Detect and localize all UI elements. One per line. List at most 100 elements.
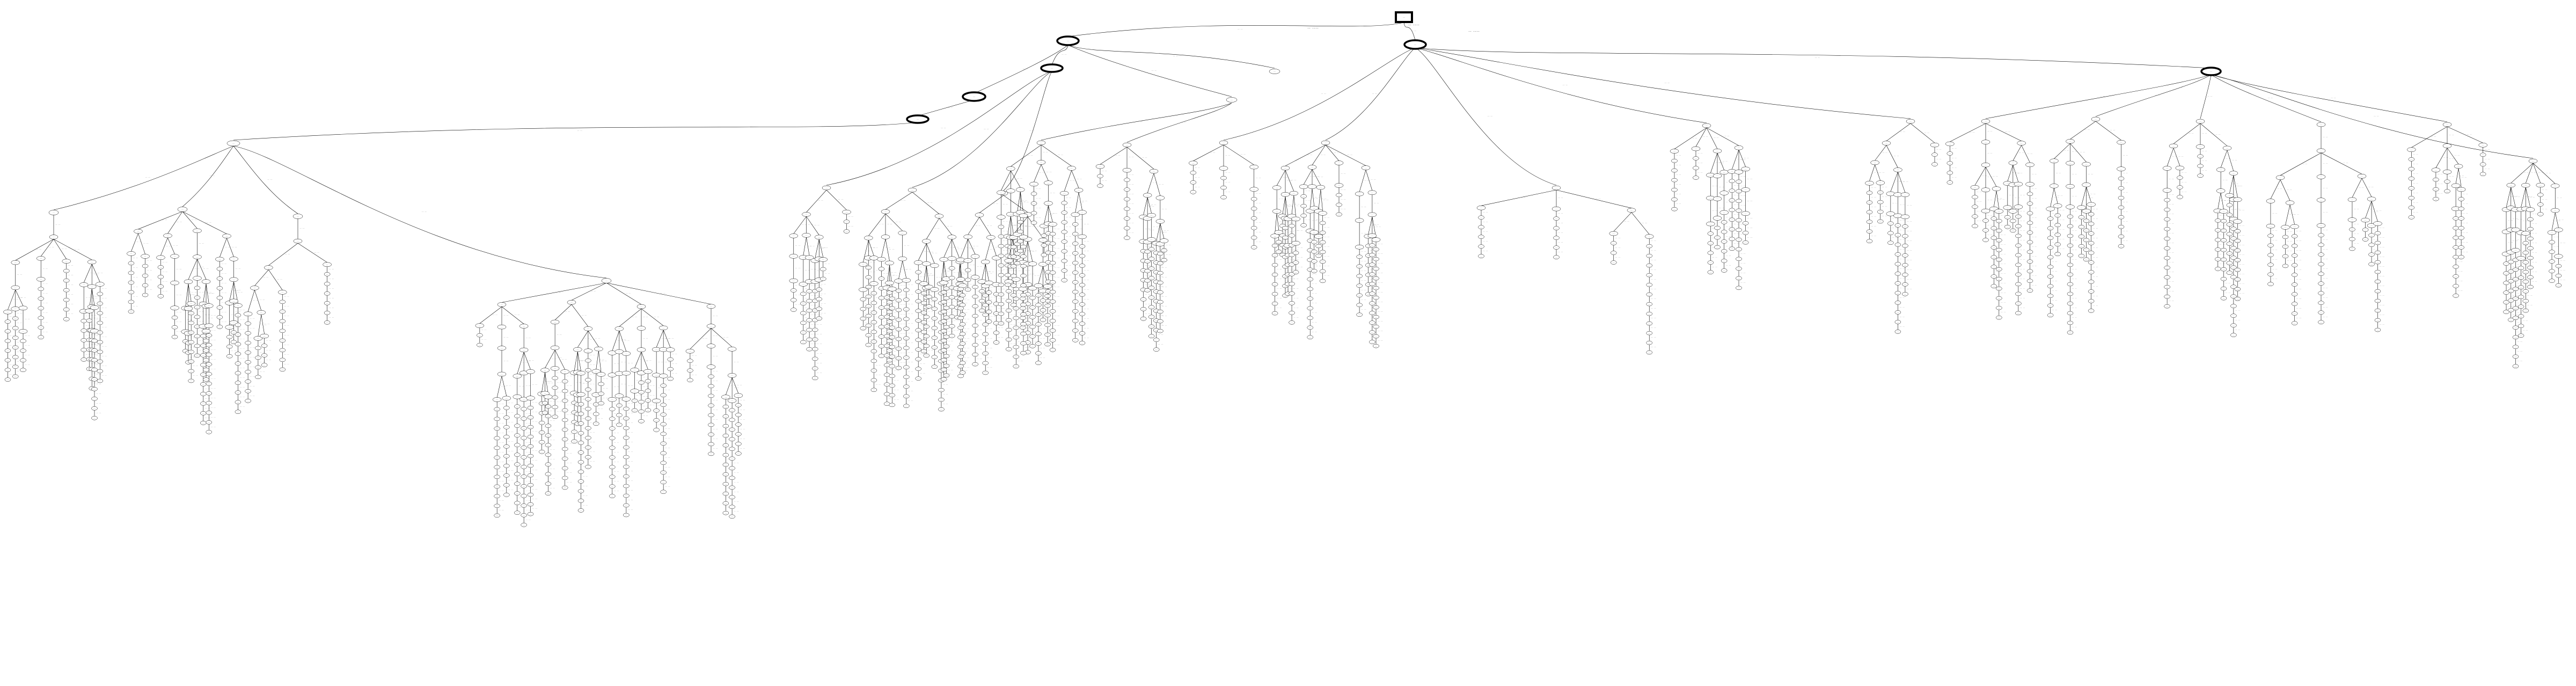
edge-label: -- -- <box>1324 265 1330 267</box>
edge-label: -- -- <box>85 315 91 317</box>
edge-label: -- -- <box>1145 312 1151 315</box>
node-label: -- <box>501 304 503 306</box>
edge-label: -- -- <box>2323 162 2328 164</box>
edge-label: -- -- <box>1712 266 1717 268</box>
edge-label: -- -- <box>963 272 968 274</box>
edge-label: -- -- <box>284 315 289 317</box>
edge-label: -- -- <box>1102 170 1107 172</box>
edge-label: -- -- <box>1361 232 1366 234</box>
node-label: -- <box>689 379 691 381</box>
node-label: -- <box>570 301 573 303</box>
edge-label: -- -- <box>2457 241 2463 243</box>
edge-label: -- -- <box>643 386 648 388</box>
edge-label: -- -- <box>210 348 216 351</box>
edge-label: -- -- <box>1036 216 1041 218</box>
edge-label: -- -- <box>285 253 290 255</box>
edge-label: -- -- <box>237 291 243 293</box>
node-label: -- <box>65 280 68 282</box>
edge-label: -- -- <box>1378 243 1383 245</box>
node-label: -- <box>501 373 503 375</box>
node-label: -- <box>634 400 636 402</box>
node-label: -- <box>229 346 231 348</box>
edge-label: -- -- <box>692 354 697 356</box>
edge-label: -- -- <box>2052 260 2058 262</box>
edge-label: -- -- <box>713 334 718 337</box>
node-label: -- <box>174 256 176 258</box>
edge-label: -- -- <box>1166 244 1171 246</box>
edge-label: -- -- <box>1195 166 1200 169</box>
edge-label: -- -- <box>1651 288 1656 290</box>
edge-label: -- -- <box>508 469 514 471</box>
edge-label: -- -- <box>525 441 531 443</box>
edge-label: -- -- <box>1293 268 1299 270</box>
node-label: -- <box>625 466 627 468</box>
node-label: -- <box>818 298 820 300</box>
edge-label: -- -- <box>550 487 555 489</box>
tree-edge <box>1481 190 1556 206</box>
edge-label: -- -- <box>96 334 101 337</box>
node-label: -- <box>501 326 503 328</box>
edge-label: -- -- <box>2463 241 2468 243</box>
node-label: -- <box>541 422 543 424</box>
edge-label: -- -- <box>1066 196 1071 199</box>
tree-edge <box>233 122 918 140</box>
edge-label: -- -- <box>49 246 54 248</box>
edge-label: -- -- <box>2001 234 2006 236</box>
edge-label: -- -- <box>221 320 226 323</box>
edge-label: -- -- <box>1082 200 1087 202</box>
edge-label: -- -- <box>1697 152 1703 154</box>
tree-edge <box>2096 75 2211 116</box>
edge-label: -- -- <box>68 284 74 286</box>
edge-label: -- -- <box>239 367 245 369</box>
edge-label: -- -- <box>1129 193 1134 195</box>
edge-label: -- -- <box>1987 152 1993 154</box>
edge-label: -- -- <box>848 215 854 217</box>
edge-label: -- -- <box>532 383 538 385</box>
edge-label: -- -- <box>1361 289 1366 291</box>
node-label: -- <box>530 417 532 419</box>
node-label: -- <box>88 320 90 322</box>
node-label: -- <box>496 476 498 478</box>
node-label: -- <box>808 257 810 259</box>
edge-label: -- -- <box>2457 231 2463 233</box>
node-label: -- <box>137 230 139 232</box>
node-label: -- <box>587 456 589 458</box>
edge-label: -- -- <box>1287 260 1292 262</box>
node-label: -- <box>814 358 816 360</box>
edge-label: -- -- <box>1036 187 1041 189</box>
edge-label: -- -- <box>2272 278 2278 280</box>
node-label: -- <box>523 485 525 487</box>
edge-label: -- -- <box>908 399 913 402</box>
node-label: -- <box>611 352 613 354</box>
edge-label: -- -- <box>2517 218 2522 220</box>
node-label: -- <box>130 272 132 274</box>
edge-label: -- -- <box>147 289 152 291</box>
edge-label: -- -- <box>42 302 48 304</box>
node-label: -- <box>640 305 642 308</box>
edge-label: -- -- <box>1712 209 1717 211</box>
edge-label: -- -- <box>2527 295 2533 297</box>
edge-label: -- -- <box>2438 193 2443 195</box>
edge-label: -- -- <box>740 428 745 430</box>
node-label: -- <box>862 289 864 291</box>
edge-label: -- -- <box>811 333 816 335</box>
edge-label: -- -- <box>1142 157 1147 159</box>
edge-label: -- -- <box>173 244 178 246</box>
edge-label: -- -- <box>277 278 282 280</box>
edge-label: -- -- <box>239 338 245 340</box>
node-label: -- <box>554 347 556 349</box>
node-label: -- <box>618 414 620 417</box>
edge-label: -- -- <box>665 447 670 449</box>
edge-label: -- -- <box>975 224 980 227</box>
edge-label: -- -- <box>508 402 514 404</box>
edge-label: -- -- <box>908 351 913 353</box>
node-label: -- <box>237 382 239 384</box>
node-label: -- <box>597 348 599 350</box>
edge-label: -- -- <box>1747 178 1753 180</box>
node-label: -- <box>731 487 733 489</box>
edge-label: -- -- <box>1023 201 1029 203</box>
edge-label: -- -- <box>643 376 648 378</box>
edge-label: -- -- <box>284 305 289 307</box>
edge-label: -- -- <box>954 320 959 322</box>
node-label: -- <box>523 466 525 468</box>
